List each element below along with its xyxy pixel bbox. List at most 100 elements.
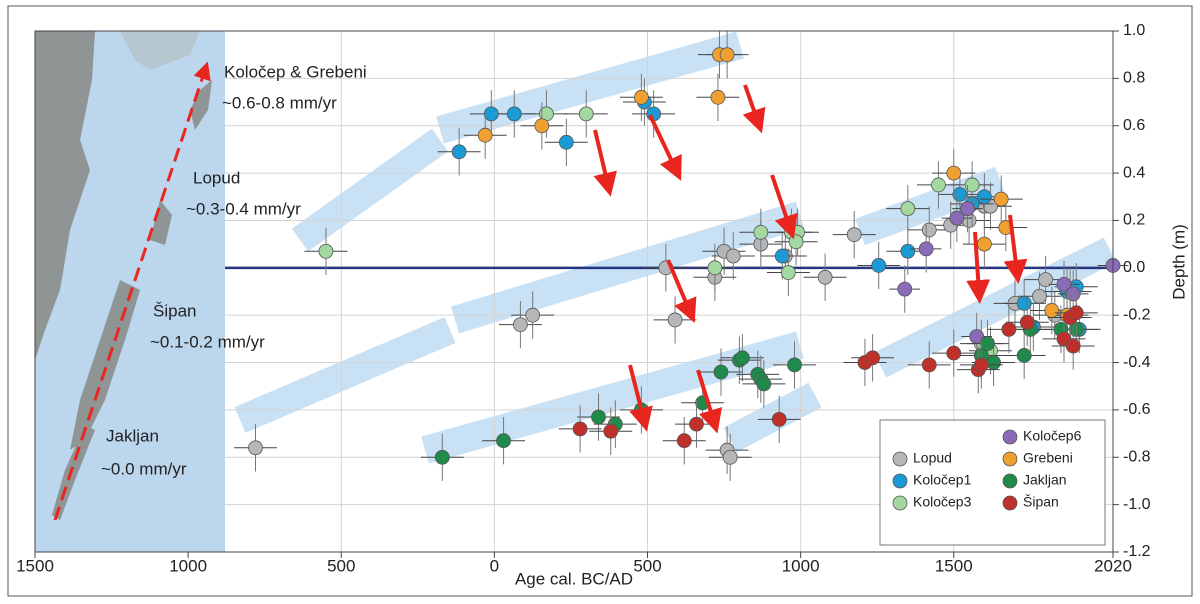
data-point [722,449,738,465]
data-point [707,260,723,276]
legend-label: Koločep6 [1023,428,1082,444]
data-point [756,376,772,392]
arrow [966,231,991,304]
trend-band [234,317,456,433]
data-point [921,357,937,373]
data-point [719,47,735,63]
data-point [946,165,962,181]
map-island [70,280,140,450]
legend-swatch [1002,451,1018,467]
data-point [900,243,916,259]
arrow [593,129,617,197]
legend-swatch [892,495,908,511]
data-point [689,416,704,432]
x-tick-label: 1500 [16,556,54,575]
data-point [676,433,692,449]
data-point [949,210,965,226]
data-point [558,134,574,150]
data-point [871,258,887,273]
map-island [150,200,172,245]
annotation: ~0.0 mm/yr [101,459,187,478]
map-arrow [53,61,211,521]
data-point [603,423,619,439]
data-point [1001,321,1017,337]
data-point [496,433,511,449]
data-point [946,345,962,361]
data-point [788,234,804,250]
y-tick-label: 0.0 [1123,259,1145,276]
x-tick-label: 2020 [1094,556,1132,575]
data-point [1038,272,1054,288]
x-axis-title: Age cal. BC/AD [515,569,633,588]
data-point [506,106,522,122]
trend-band [873,237,1117,378]
data-point [483,106,499,122]
data-point [591,409,606,425]
annotation: Šipan [153,301,196,320]
legend-swatch [1002,429,1018,445]
arrow [628,364,653,432]
map-island [120,31,200,70]
data-point [817,269,833,285]
y-tick-label: -1.2 [1123,543,1151,560]
data-point [534,118,550,134]
legend-label: Koločep1 [913,472,972,488]
legend-swatch [1002,495,1018,511]
data-point [633,89,649,105]
annotation: ~0.3-0.4 mm/yr [186,199,301,218]
data-point [865,350,880,366]
plot-border [34,30,1114,553]
arrows [593,84,1028,434]
data-point [918,241,934,257]
data-point [931,177,946,193]
data-point [952,187,968,202]
data-point [780,265,796,280]
data-point [434,449,450,465]
data-point [1065,338,1081,354]
data-point [771,411,787,427]
data-point [713,364,729,380]
data-point [753,224,769,240]
x-tick-label: 1000 [169,556,207,575]
arrow [696,369,722,434]
x-tick-label: 0 [490,556,499,575]
annotation: Koločep & Grebeni [224,62,367,81]
annotation: Lopud [193,168,240,187]
data-point [1032,288,1047,304]
data-point [897,281,913,297]
data-point [1056,276,1072,292]
data-point [921,222,937,238]
trend-band [291,128,449,252]
annotation: ~0.1-0.2 mm/yr [150,332,265,351]
legend-label: Jakljan [1023,472,1067,488]
data-point [667,312,683,328]
data-point [248,440,263,456]
data-point [993,191,1009,207]
y-tick-label: -0.2 [1123,306,1151,323]
data-point [1068,305,1084,321]
arrow [1003,214,1028,284]
arrow [666,259,697,324]
data-point [846,227,862,243]
y-tick-label: 0.8 [1123,70,1145,87]
arrow [770,174,798,240]
data-point [973,357,989,373]
data-point [725,248,741,264]
data-point [980,336,995,352]
legend-swatch [892,451,908,467]
x-tick-label: 1500 [935,556,973,575]
legend-swatch [1002,473,1018,489]
data-point [960,201,975,217]
data-point [735,350,750,366]
data-point [1065,286,1081,302]
data-point [986,355,1001,370]
arrow [648,114,682,181]
x-tick-label: 1000 [782,556,820,575]
data-point [578,106,594,122]
map-mainland [35,31,95,360]
y-axis-title: Depth (m) [1169,224,1188,300]
legend-box [879,419,1106,546]
data-point [710,89,726,105]
y-tick-label: 0.6 [1123,117,1145,134]
